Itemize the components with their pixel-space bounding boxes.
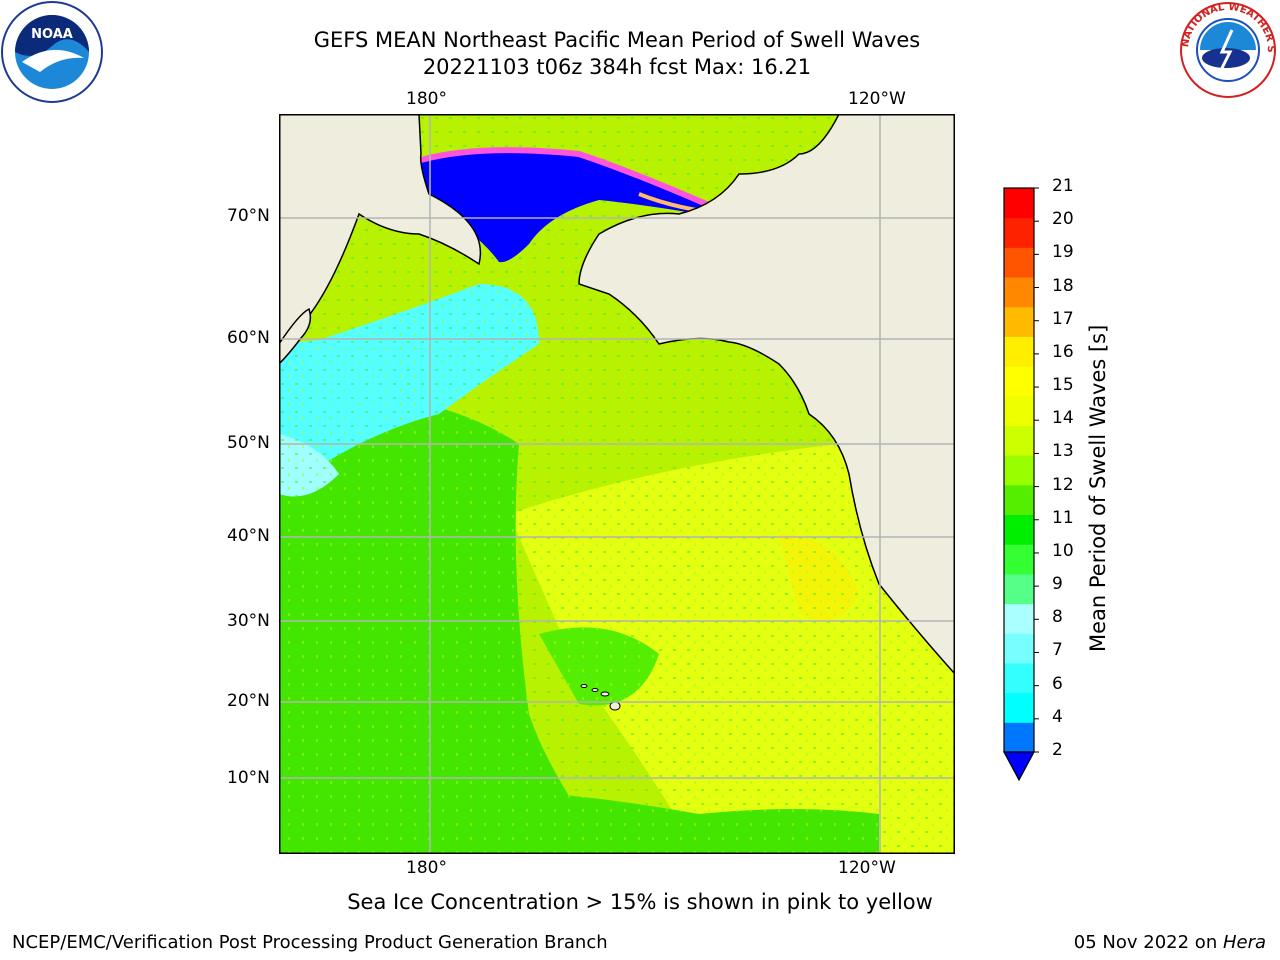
sea-ice-caption: Sea Ice Concentration > 15% is shown in … (347, 890, 933, 914)
lat-label-50n: 50°N (227, 433, 270, 453)
sea-ice-edge (420, 147, 731, 217)
footer-date: 05 Nov 2022 on Hera (1074, 932, 1266, 953)
lat-label-20n: 20°N (227, 691, 270, 711)
colorbar-tick-label: 11 (1052, 507, 1074, 528)
colorbar-segment (1004, 247, 1034, 278)
graticule (279, 114, 955, 854)
hawaii-islands (580, 684, 621, 711)
colorbar-segment (1004, 573, 1034, 605)
map-frame (279, 114, 955, 854)
lon-label-top-120w: 120°W (848, 89, 906, 109)
colorbar-tick-label: 4 (1052, 706, 1063, 727)
colorbar-tick-label: 15 (1052, 375, 1074, 396)
map-subtitle: 20221103 t06z 384h fcst Max: 16.21 (422, 55, 812, 79)
footer-credit: NCEP/EMC/Verification Post Processing Pr… (12, 932, 608, 953)
colorbar-tick-label: 21 (1052, 176, 1074, 196)
lon-label-top-180: 180° (406, 89, 447, 109)
colorbar-tick-label: 16 (1052, 341, 1074, 362)
colorbar-segment (1004, 514, 1034, 545)
colorbar-segment (1004, 633, 1034, 664)
svg-text:NOAA: NOAA (31, 27, 73, 42)
lat-label-30n: 30°N (227, 611, 270, 631)
ocean-low-period-arctic (420, 150, 729, 263)
colorbar-tick-label: 9 (1052, 574, 1063, 595)
colorbar-segment (1004, 336, 1034, 367)
nws-logo: NATIONAL WEATHER SERVICE (1176, 0, 1276, 98)
lat-label-40n: 40°N (227, 526, 270, 546)
kamchatka-land (279, 307, 312, 366)
colorbar-under-arrow (1002, 751, 1036, 782)
lon-label-bottom-120w: 120°W (838, 858, 896, 878)
colorbar-frame (1003, 187, 1035, 753)
lat-label-60n: 60°N (227, 328, 270, 348)
colorbar-segment (1004, 425, 1034, 456)
colorbar-segment (1004, 722, 1034, 753)
colorbar-tick-label: 8 (1052, 607, 1063, 628)
colorbar-segment (1004, 277, 1034, 308)
north-america-land (578, 114, 955, 676)
siberia-land (279, 114, 482, 343)
colorbar-segment (1004, 662, 1034, 694)
colorbar-ticks: 2 4 6 7 8 9 10 11 12 13 14 15 16 17 18 19 20 21 (1052, 176, 1092, 770)
noaa-logo: NOAA (1, 1, 103, 103)
colorbar-tick-label: 13 (1052, 441, 1074, 462)
colorbar-tick-label: 17 (1052, 308, 1074, 329)
colorbar-tick-label: 18 (1052, 275, 1074, 296)
colorbar-label: Mean Period of Swell Waves [s] (1086, 324, 1110, 652)
colorbar-tick-label: 12 (1052, 474, 1074, 495)
swell-period-map (279, 114, 955, 854)
colorbar-tick-label: 7 (1052, 640, 1063, 661)
colorbar-segment (1004, 217, 1034, 248)
footer-date-text: 05 Nov 2022 on (1073, 932, 1223, 953)
map-title: GEFS MEAN Northeast Pacific Mean Period … (313, 28, 921, 52)
colorbar-segment (1004, 544, 1034, 575)
colorbar-tick-label: 14 (1052, 408, 1074, 429)
lat-label-70n: 70°N (227, 206, 270, 226)
colorbar-segment (1004, 455, 1034, 486)
colorbar-tick-label: 20 (1052, 209, 1074, 230)
colorbar-segment (1004, 188, 1034, 219)
colorbar-segment (1004, 366, 1034, 397)
colorbar-tick-label: 19 (1052, 242, 1074, 263)
colorbar-segment (1004, 692, 1034, 723)
footer-machine: Hera (1222, 932, 1266, 953)
colorbar-segment (1004, 395, 1034, 426)
colorbar-segment (1004, 603, 1034, 634)
colorbar-tick-label: 6 (1052, 673, 1063, 694)
colorbar-segment (1004, 484, 1034, 516)
colorbar-tick-label: 10 (1052, 540, 1074, 561)
colorbar (1002, 187, 1039, 782)
lat-label-10n: 10°N (227, 768, 270, 788)
colorbar-segment (1004, 306, 1034, 337)
colorbar-tick-label: 2 (1052, 740, 1063, 760)
lon-label-bottom-180: 180° (406, 858, 447, 878)
